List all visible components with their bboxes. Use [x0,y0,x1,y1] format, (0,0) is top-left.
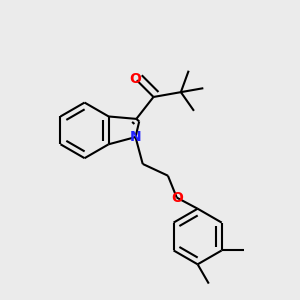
Text: O: O [171,190,183,205]
Text: N: N [130,130,141,144]
Text: O: O [129,72,141,86]
